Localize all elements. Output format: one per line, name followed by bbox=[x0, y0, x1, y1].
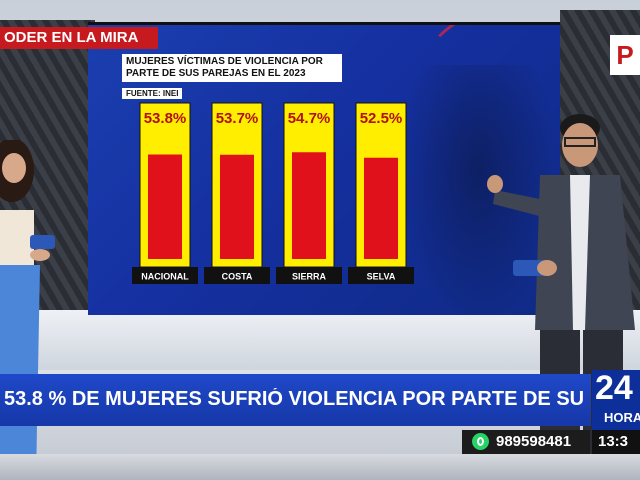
chart-title: MUJERES VÍCTIMAS DE VIOLENCIA POR PARTE … bbox=[126, 56, 323, 79]
clock: 13:3 bbox=[592, 430, 640, 454]
category-label: NACIONAL bbox=[141, 272, 189, 282]
bar bbox=[292, 152, 326, 259]
bar-chart: 53.8% NACIONAL 53.7% COSTA 54.7% SIERRA 52.5% S… bbox=[132, 102, 414, 284]
section-banner: ODER EN LA MIRA bbox=[0, 27, 158, 49]
whatsapp-icon bbox=[472, 433, 489, 450]
studio-floor bbox=[0, 310, 640, 370]
headline-text: 53.8 % DE MUJERES SUFRIÓ VIOLENCIA POR P… bbox=[4, 388, 590, 410]
category-label: SELVA bbox=[367, 272, 396, 282]
data-label: 53.7% bbox=[216, 110, 259, 127]
bar bbox=[364, 157, 398, 259]
chart-title-box: MUJERES VÍCTIMAS DE VIOLENCIA POR PARTE … bbox=[122, 54, 342, 82]
category-label-bg bbox=[348, 267, 414, 284]
bar bbox=[148, 154, 182, 259]
bottom-strip bbox=[0, 454, 640, 480]
phone-number: 989598481 bbox=[496, 433, 572, 450]
chart-source: FUENTE: INEI bbox=[122, 88, 183, 99]
bar bbox=[220, 154, 254, 259]
presenter-woman bbox=[0, 140, 55, 480]
data-label: 52.5% bbox=[360, 110, 403, 127]
channel-subtitle: HORAS bbox=[604, 410, 640, 425]
channel-number: 24 bbox=[595, 369, 633, 407]
category-label-bg bbox=[276, 267, 342, 284]
channel-badge bbox=[592, 370, 640, 430]
category-label-bg bbox=[132, 267, 198, 284]
lower-third-bar bbox=[0, 374, 591, 426]
category-label-bg bbox=[204, 267, 270, 284]
channel-logo-icon: P bbox=[610, 35, 640, 75]
category-label: COSTA bbox=[222, 272, 253, 282]
category-label: SIERRA bbox=[292, 272, 327, 282]
data-label: 53.8% bbox=[144, 110, 187, 127]
phone-bar: 989598481 bbox=[462, 430, 590, 454]
data-label: 54.7% bbox=[288, 110, 331, 127]
